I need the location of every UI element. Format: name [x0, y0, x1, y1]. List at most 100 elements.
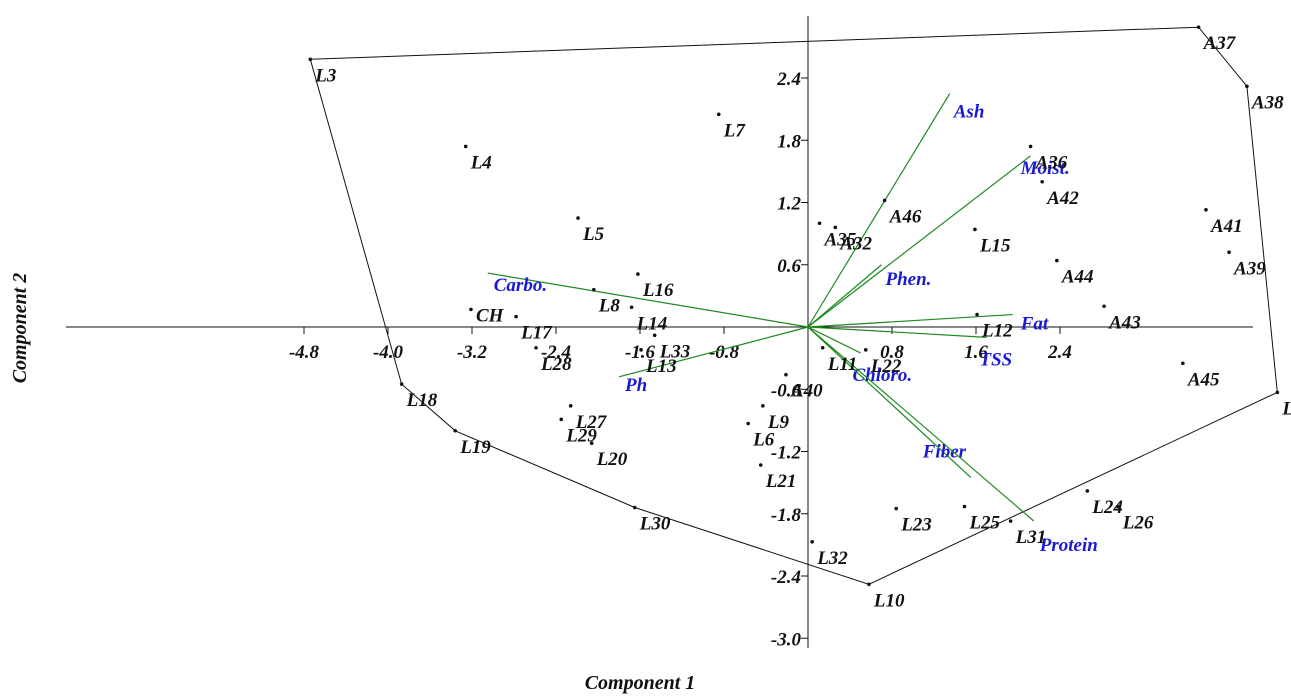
score-point: [1181, 361, 1185, 366]
x-tick-label: 2.4: [1047, 342, 1072, 363]
score-point: [1085, 489, 1090, 493]
point-label: A40: [790, 381, 823, 402]
vector-line: [487, 272, 809, 328]
point-label: L28: [540, 354, 572, 375]
score-point: [758, 463, 763, 467]
vector-label: Fiber: [922, 441, 967, 462]
vector-line: [807, 264, 882, 328]
vector-line: [807, 326, 972, 478]
vector-line: [618, 326, 809, 378]
point-label: L13: [645, 356, 677, 377]
score-point: [975, 312, 979, 317]
vector-label: Carbo.: [494, 275, 547, 296]
y-tick-label: 1.2: [777, 194, 801, 215]
point-label: L10: [873, 590, 905, 611]
score-point: [817, 221, 822, 226]
score-point: [1008, 519, 1013, 523]
vector-label: Protein: [1039, 535, 1098, 556]
vector-label: Ash: [953, 102, 985, 123]
point-label: L11: [827, 354, 858, 375]
point-label: CH: [476, 305, 505, 326]
score-point: [1028, 144, 1033, 149]
score-point: [863, 348, 868, 352]
point-label: A44: [1061, 267, 1094, 288]
score-point: [469, 307, 473, 312]
score-point: [882, 198, 887, 203]
score-point: [716, 112, 721, 117]
x-axis-title: Component 1: [585, 672, 696, 694]
score-point: [559, 417, 564, 422]
vector-label: Fat: [1020, 314, 1049, 335]
point-label: L8: [598, 296, 621, 317]
score-point: [833, 225, 838, 230]
score-point: [820, 345, 825, 350]
point-label: L17: [520, 323, 553, 344]
score-point: [632, 505, 637, 510]
score-point: [463, 144, 468, 149]
score-point: [810, 539, 814, 544]
point-label: L32: [816, 548, 848, 569]
score-point: [1227, 250, 1231, 255]
y-tick-label: 0.6: [777, 256, 801, 277]
score-point: [399, 382, 404, 386]
point-label: L31: [1015, 527, 1047, 548]
point-label: L33: [659, 341, 691, 362]
score-point: [1196, 25, 1201, 29]
score-point: [576, 216, 580, 220]
point-label: A36: [1035, 152, 1068, 173]
convex-hull: [309, 26, 1278, 585]
score-point: [629, 305, 634, 310]
point-label: L21: [765, 471, 797, 492]
score-point: [761, 404, 765, 408]
point-label: L30: [639, 514, 671, 535]
x-tick-label: -1.6: [625, 342, 656, 363]
point-label: L20: [596, 449, 628, 470]
y-axis-title: Component 2: [9, 273, 31, 384]
vector-label: Phen.: [885, 269, 932, 290]
point-label: L16: [642, 280, 674, 301]
point-label: L26: [1122, 512, 1154, 533]
score-point: [962, 504, 967, 509]
point-label: L19: [459, 437, 491, 458]
vector-line: [807, 326, 987, 338]
x-tick-label: -4.0: [373, 342, 404, 363]
point-label: L6: [752, 429, 775, 450]
x-tick-label: 1.6: [964, 342, 988, 363]
point-label: L29: [565, 425, 597, 446]
point-label: A45: [1187, 369, 1220, 390]
y-tick-label: -1.2: [771, 443, 802, 464]
loading-vectors: Ash Moist. Phen. Carbo. Fat TSS Chloro. Ph Fiber…: [487, 93, 1098, 556]
y-tick-label: 1.8: [777, 131, 801, 152]
axis-titles: Component 1 Component 2: [9, 273, 695, 694]
point-label: L27: [575, 412, 608, 433]
point-label: L14: [636, 313, 668, 334]
point-label: A43: [1108, 312, 1141, 333]
score-point: [867, 582, 871, 587]
point-label: L4: [470, 152, 492, 173]
score-point: [534, 345, 538, 350]
point-label: A41: [1210, 216, 1243, 237]
score-point: [453, 428, 458, 433]
point-label: A35: [824, 229, 857, 250]
point-label: L5: [582, 224, 605, 245]
vector-label: Chloro.: [853, 365, 913, 386]
score-point: [1102, 304, 1106, 309]
score-point: [894, 506, 898, 511]
score-point: [746, 421, 750, 426]
point-label: A38: [1251, 92, 1284, 113]
point-label: A46: [889, 206, 922, 227]
score-point: [1115, 504, 1120, 509]
score-point: [973, 227, 977, 232]
y-tick-label: -1.8: [771, 505, 802, 526]
score-point: [652, 333, 657, 338]
score-point: [514, 314, 518, 319]
point-label: A42: [1046, 188, 1079, 209]
score-point: [1040, 179, 1044, 184]
score-point: [1275, 390, 1280, 395]
vector-label: TSS: [980, 349, 1013, 370]
score-point: [1204, 207, 1208, 212]
score-point: [784, 372, 788, 377]
point-label: L15: [979, 235, 1011, 256]
